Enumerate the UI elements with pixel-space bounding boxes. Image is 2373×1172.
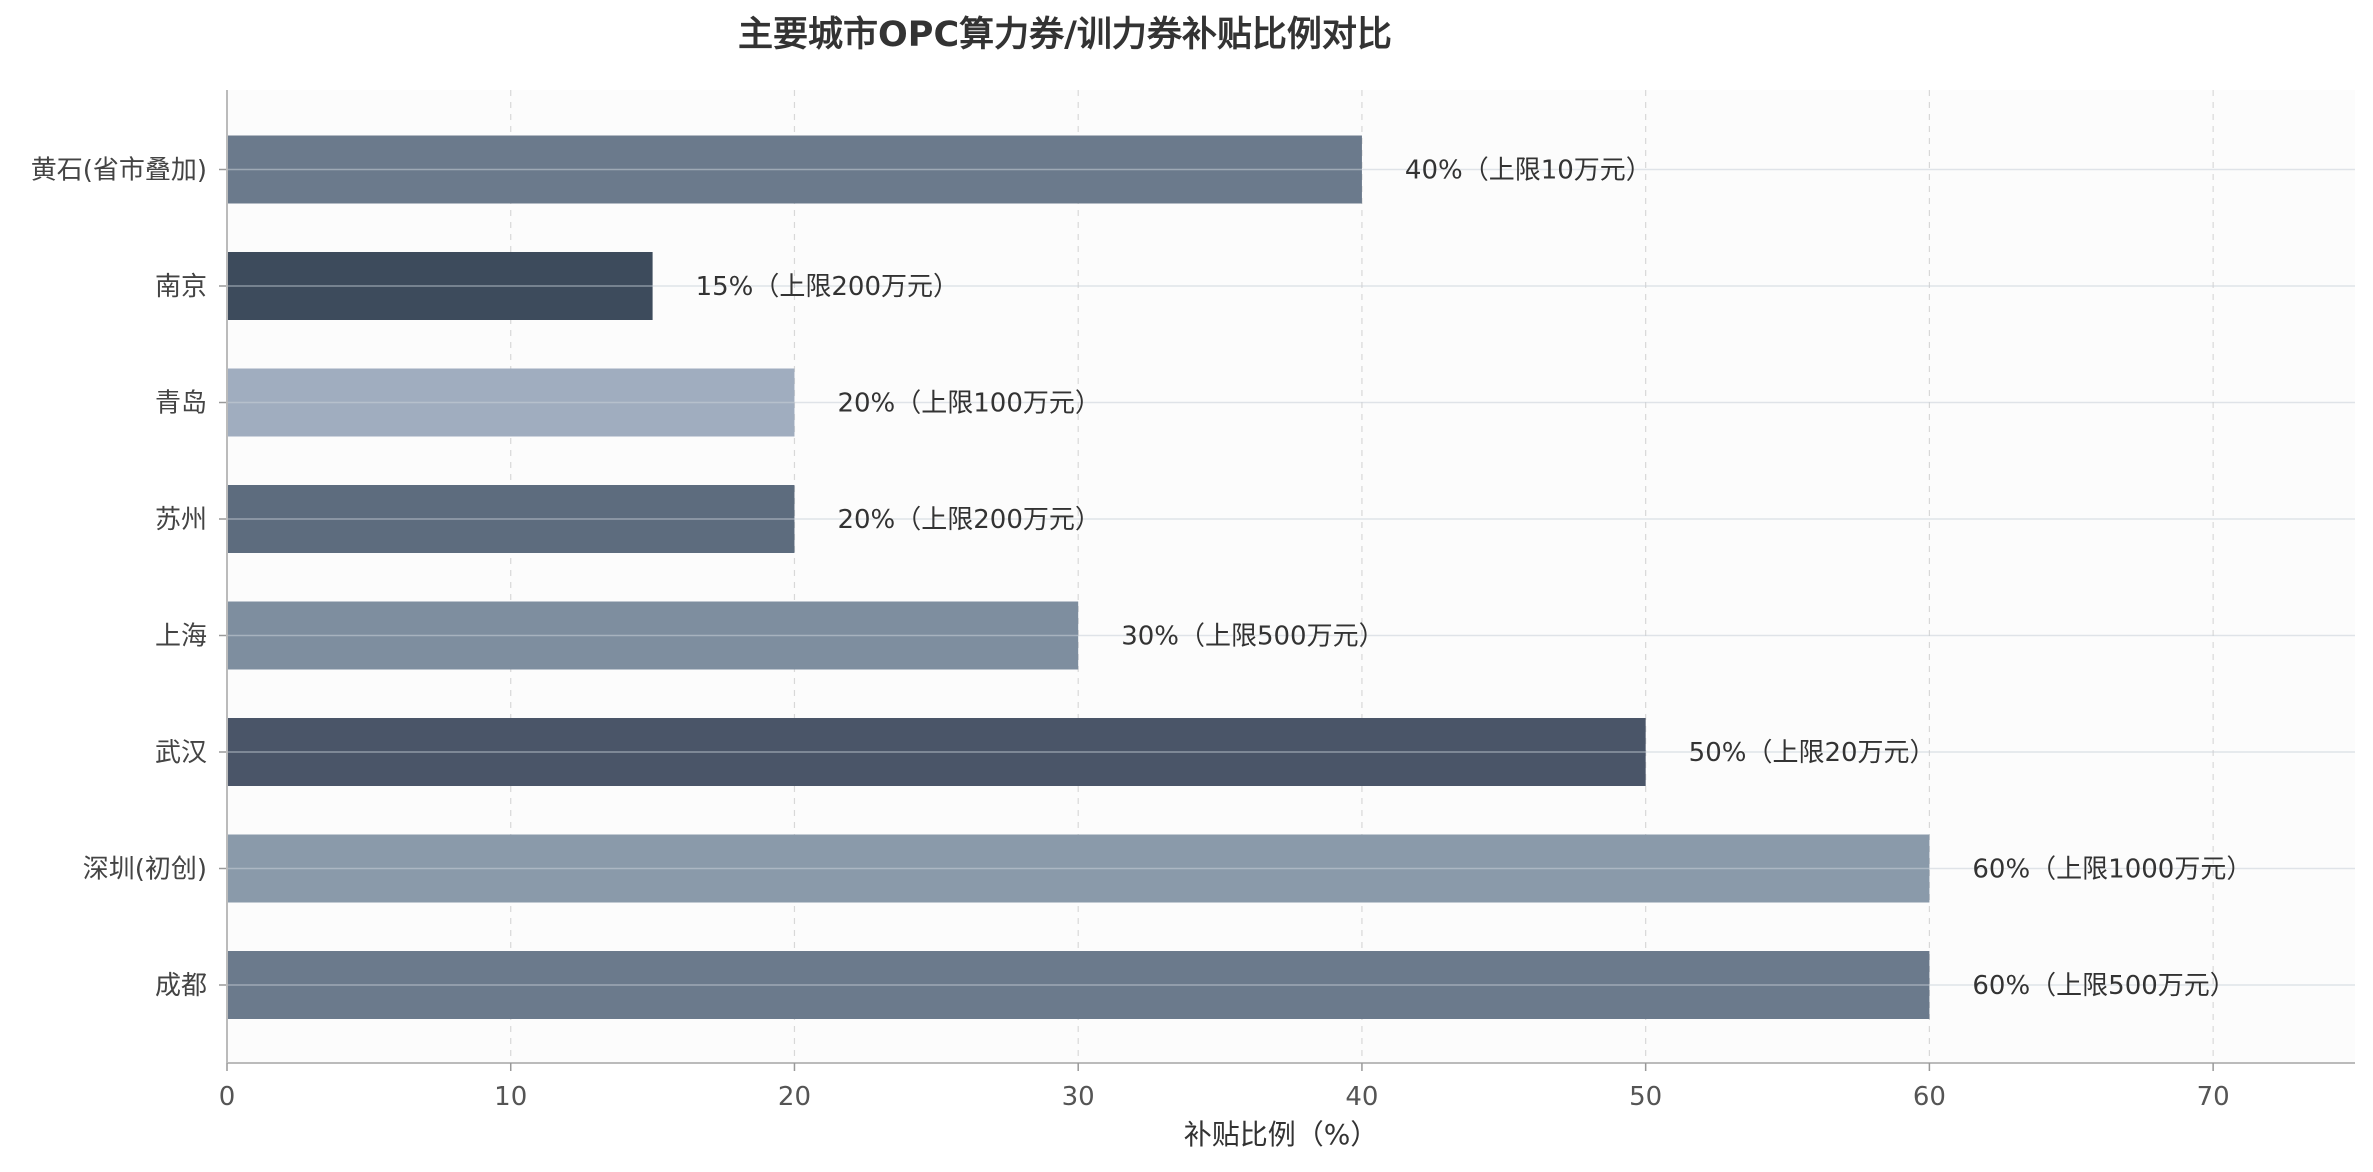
axes: 成都 深圳(初创) 武汉 上海 苏州 青岛 南京 黄石(省市叠加) 0 10 20 30 40 50 60 7… bbox=[31, 90, 2355, 1112]
x-tick-label: 40 bbox=[1345, 1082, 1378, 1112]
x-tick-label: 70 bbox=[2197, 1082, 2230, 1112]
data-label: 40%（上限10万元） bbox=[1405, 156, 1652, 186]
x-tick-label: 30 bbox=[1062, 1082, 1095, 1112]
x-tick-label: 20 bbox=[778, 1082, 811, 1112]
data-label: 20%（上限200万元） bbox=[837, 505, 1100, 535]
x-axis-title: 补贴比例（%） bbox=[1184, 1118, 1379, 1151]
category-label: 苏州 bbox=[155, 505, 207, 535]
data-label: 30%（上限500万元） bbox=[1121, 622, 1384, 652]
data-label: 15%（上限200万元） bbox=[696, 272, 959, 302]
chart-title: 主要城市OPC算力券/训力券补贴比例对比 bbox=[738, 15, 1392, 55]
plot-background bbox=[227, 90, 2355, 1063]
data-labels: 60%（上限500万元） 60%（上限1000万元） 50%（上限20万元） 30%（… bbox=[696, 156, 2253, 1002]
x-tick-label: 10 bbox=[494, 1082, 527, 1112]
category-label: 武汉 bbox=[155, 738, 207, 768]
x-tick-label: 60 bbox=[1913, 1082, 1946, 1112]
category-label: 成都 bbox=[155, 971, 207, 1001]
x-tick-label: 50 bbox=[1629, 1082, 1662, 1112]
category-label: 深圳(初创) bbox=[83, 855, 207, 885]
x-tick-label: 0 bbox=[219, 1082, 236, 1112]
category-label: 黄石(省市叠加) bbox=[31, 156, 207, 186]
category-label: 青岛 bbox=[155, 389, 207, 419]
category-label: 南京 bbox=[155, 272, 207, 302]
plot-area bbox=[227, 90, 2355, 1063]
data-label: 20%（上限100万元） bbox=[837, 389, 1100, 419]
data-label: 50%（上限20万元） bbox=[1689, 738, 1936, 768]
data-label: 60%（上限1000万元） bbox=[1972, 855, 2252, 885]
category-label: 上海 bbox=[155, 622, 207, 652]
category-grid-lines bbox=[227, 168, 2355, 986]
data-label: 60%（上限500万元） bbox=[1972, 971, 2235, 1001]
